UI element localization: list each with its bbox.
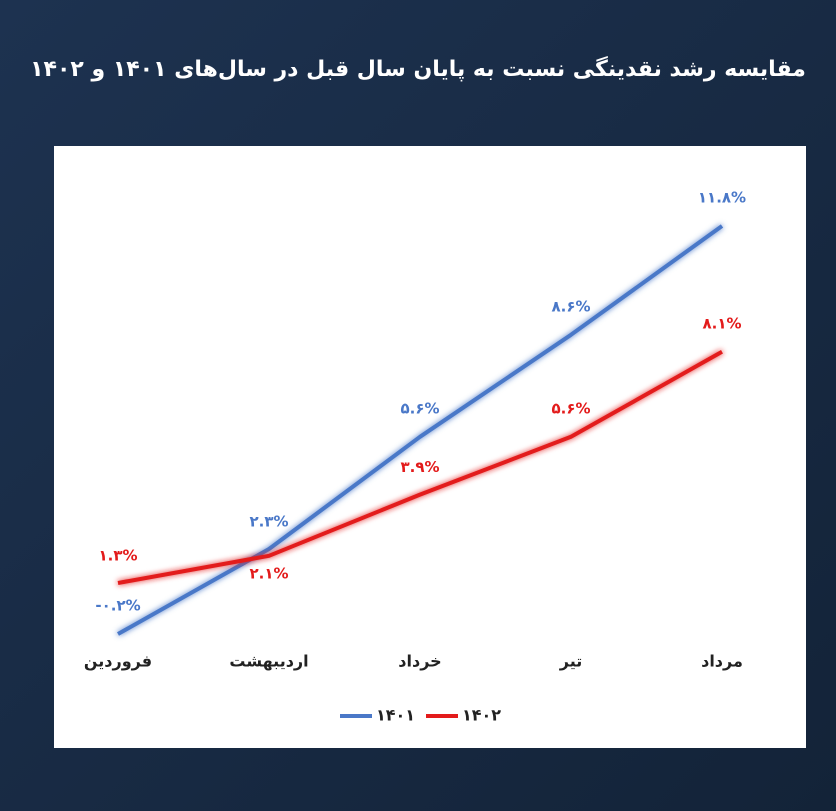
plot-panel [54, 146, 806, 748]
data-label: ۵.۶% [551, 399, 590, 417]
legend-label: ۱۴۰۲ [462, 706, 501, 725]
data-label: ۳.۹% [400, 458, 439, 476]
series-line [117, 350, 723, 585]
chart-title: مقایسه رشد نقدینگی نسبت به پایان سال قبل… [30, 55, 806, 82]
data-label: ۲.۳% [249, 513, 288, 531]
data-label: ۸.۶% [551, 297, 590, 315]
data-label: ۱.۳% [98, 547, 137, 565]
legend-label: ۱۴۰۱ [376, 706, 415, 725]
series-line [117, 224, 724, 636]
data-label: ۸.۱% [702, 314, 741, 332]
x-tick-label: تیر [559, 652, 583, 671]
x-tick-label: اردیبهشت [229, 652, 308, 671]
data-label: ۱۱.۸% [698, 189, 746, 207]
data-label: -۰.۲% [95, 597, 140, 615]
data-label: ۲.۱% [249, 564, 288, 582]
data-label: ۵.۶% [400, 399, 439, 417]
x-tick-label: فروردین [84, 652, 152, 671]
x-tick-label: مرداد [701, 652, 743, 671]
x-tick-label: خرداد [398, 652, 441, 671]
